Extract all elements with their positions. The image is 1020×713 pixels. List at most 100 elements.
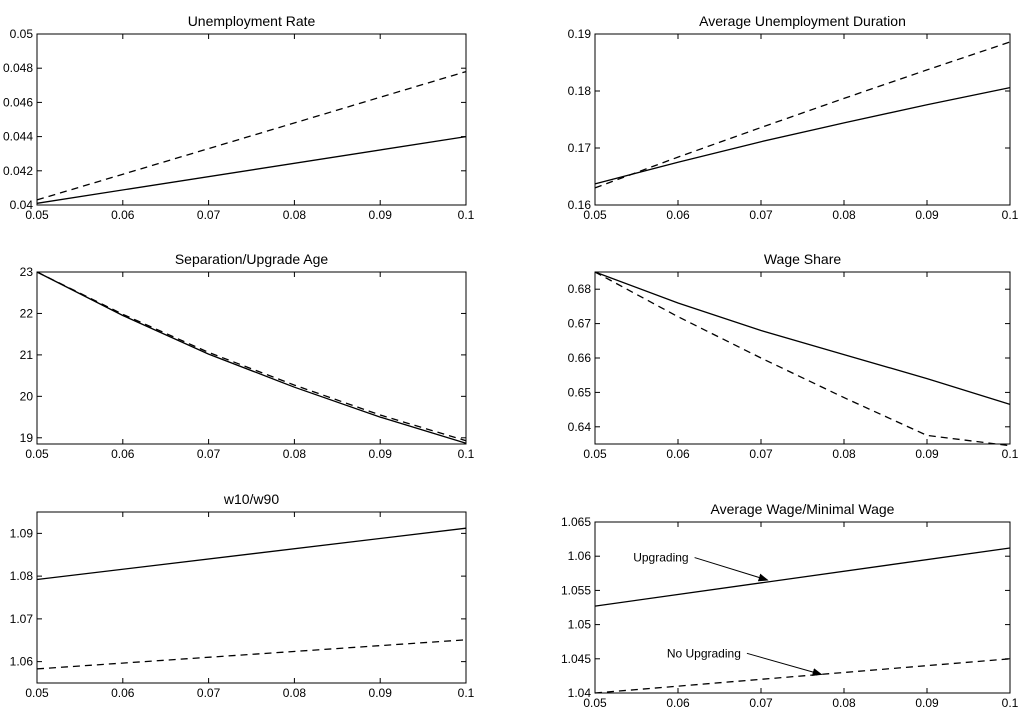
x-tick-label: 0.08 xyxy=(832,208,856,222)
x-tick-label: 0.1 xyxy=(1002,696,1019,710)
series-line-solid xyxy=(594,547,1011,607)
y-tick-label: 0.17 xyxy=(568,141,592,155)
y-tick-label: 1.06 xyxy=(568,549,592,563)
annotation-arrow xyxy=(746,652,823,676)
series-line-solid xyxy=(594,271,1011,406)
y-tick-label: 0.044 xyxy=(3,130,33,144)
y-tick-label: 1.045 xyxy=(561,652,591,666)
x-tick-label: 0.08 xyxy=(283,447,307,461)
chart-title: Wage Share xyxy=(764,251,842,267)
y-tick-label: 0.048 xyxy=(3,61,33,75)
x-tick-label: 0.07 xyxy=(749,447,773,461)
y-tick-label: 22 xyxy=(20,306,34,320)
chart-panel-5: w10/w90 0.05 0.06 0.07 0.08 0.09 0.1 1.06 1.07 1.… xyxy=(10,491,475,700)
x-tick-label: 0.1 xyxy=(458,208,475,222)
x-tick-label: 0.06 xyxy=(666,696,690,710)
x-tick-label: 0.09 xyxy=(915,696,939,710)
x-tick-label: 0.09 xyxy=(369,208,393,222)
y-tick-label: 0.18 xyxy=(568,84,592,98)
chart-panel-3: Separation/Upgrade Age 0.05 0.06 0.07 0.08 0.… xyxy=(20,251,475,461)
series-line-solid xyxy=(36,527,467,581)
x-tick-label: 0.06 xyxy=(666,447,690,461)
y-tick-label: 0.19 xyxy=(568,27,592,41)
x-tick-label: 0.05 xyxy=(583,696,607,710)
x-tick-label: 0.05 xyxy=(25,447,49,461)
x-tick-label: 0.09 xyxy=(369,686,393,700)
x-tick-label: 0.06 xyxy=(111,208,135,222)
annotation-arrow xyxy=(694,557,769,582)
x-tick-label: 0.1 xyxy=(458,447,475,461)
x-tick-label: 0.06 xyxy=(666,208,690,222)
x-tick-label: 0.07 xyxy=(749,696,773,710)
y-tick-label: 0.05 xyxy=(10,27,34,41)
y-tick-label: 0.66 xyxy=(568,351,592,365)
x-tick-label: 0.06 xyxy=(111,686,135,700)
y-tick-label: 0.64 xyxy=(568,420,592,434)
x-tick-label: 0.07 xyxy=(197,208,221,222)
series-line-dashed xyxy=(594,271,1011,447)
y-tick-label: 23 xyxy=(20,265,34,279)
axes-frame xyxy=(594,33,1011,206)
series-line-solid xyxy=(36,135,467,204)
axes-frame xyxy=(36,33,467,206)
chart-title: Average Unemployment Duration xyxy=(699,13,906,29)
series-line-dashed xyxy=(594,41,1011,189)
chart-panel-1: Unemployment Rate 0.05 0.06 0.07 0.08 0.09 0.1… xyxy=(3,13,475,222)
y-tick-label: 1.08 xyxy=(10,569,34,583)
x-tick-label: 0.1 xyxy=(1002,208,1019,222)
y-tick-label: 1.055 xyxy=(561,583,591,597)
chart-title: w10/w90 xyxy=(223,491,279,507)
y-tick-label: 1.09 xyxy=(10,526,34,540)
chart-panel-4: Wage Share 0.05 0.06 0.07 0.08 0.09 0.1 0.64 0.6… xyxy=(568,251,1019,461)
y-tick-label: 0.67 xyxy=(568,317,592,331)
x-tick-label: 0.09 xyxy=(915,447,939,461)
y-tick-label: 20 xyxy=(20,389,34,403)
chart-title: Separation/Upgrade Age xyxy=(175,251,329,267)
x-tick-label: 0.08 xyxy=(283,208,307,222)
axes-frame xyxy=(36,511,467,684)
annotation-label: Upgrading xyxy=(633,551,688,565)
series-line-dashed xyxy=(36,271,467,442)
axes-frame xyxy=(36,271,467,445)
x-tick-label: 0.08 xyxy=(832,696,856,710)
series-line-dashed xyxy=(36,639,467,670)
x-tick-label: 0.07 xyxy=(749,208,773,222)
axes-frame xyxy=(594,271,1011,445)
x-tick-label: 0.05 xyxy=(583,447,607,461)
chart-panel-2: Average Unemployment Duration 0.05 0.06 0.0… xyxy=(568,13,1019,222)
x-tick-label: 0.05 xyxy=(583,208,607,222)
y-tick-label: 1.05 xyxy=(568,618,592,632)
x-tick-label: 0.07 xyxy=(197,686,221,700)
y-tick-label: 19 xyxy=(20,431,34,445)
x-tick-label: 0.07 xyxy=(197,447,221,461)
x-tick-label: 0.09 xyxy=(915,208,939,222)
y-tick-label: 0.16 xyxy=(568,198,592,212)
annotation-label: No Upgrading xyxy=(667,646,741,660)
y-tick-label: 0.65 xyxy=(568,385,592,399)
axes-frame xyxy=(594,521,1011,694)
x-tick-label: 0.06 xyxy=(111,447,135,461)
series-line-dashed xyxy=(36,70,467,201)
y-tick-label: 0.046 xyxy=(3,95,33,109)
x-tick-label: 0.08 xyxy=(283,686,307,700)
chart-panel-6: Average Wage/Minimal Wage 0.05 0.06 0.07 0.0… xyxy=(561,501,1019,710)
series-line-solid xyxy=(594,86,1011,185)
chart-title: Unemployment Rate xyxy=(188,13,316,29)
x-tick-label: 0.05 xyxy=(25,686,49,700)
x-tick-label: 0.1 xyxy=(458,686,475,700)
y-tick-label: 1.07 xyxy=(10,612,34,626)
x-tick-label: 0.1 xyxy=(1002,447,1019,461)
y-tick-label: 1.06 xyxy=(10,655,34,669)
y-tick-label: 0.042 xyxy=(3,164,33,178)
series-line-solid xyxy=(36,271,467,444)
y-tick-label: 1.065 xyxy=(561,515,591,529)
y-tick-label: 0.68 xyxy=(568,282,592,296)
y-tick-label: 1.04 xyxy=(568,686,592,700)
chart-title: Average Wage/Minimal Wage xyxy=(711,501,895,517)
y-tick-label: 21 xyxy=(20,348,34,362)
y-tick-label: 0.04 xyxy=(10,198,34,212)
x-tick-label: 0.05 xyxy=(25,208,49,222)
x-tick-label: 0.08 xyxy=(832,447,856,461)
series-line-dashed xyxy=(594,658,1011,694)
